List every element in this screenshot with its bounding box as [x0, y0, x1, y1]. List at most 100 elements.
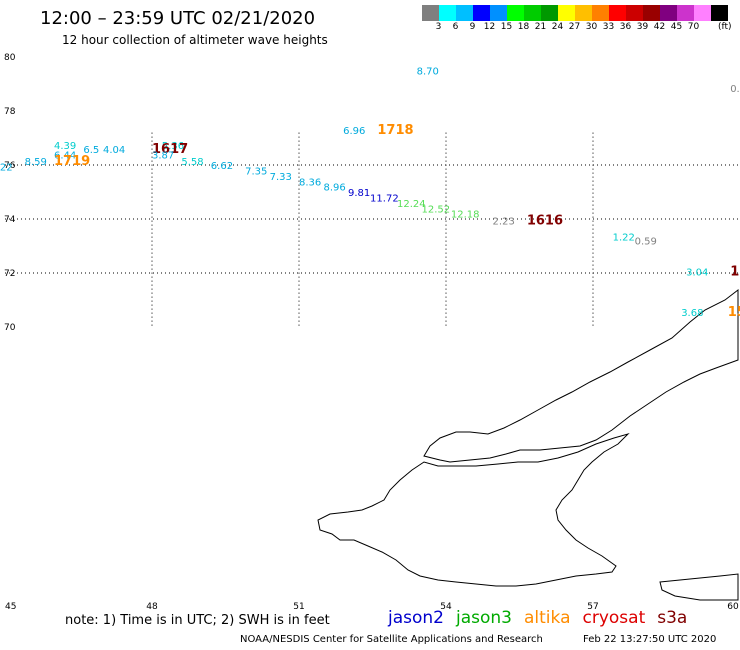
wave-height-value: 7.35: [245, 166, 267, 177]
wave-height-value: 5.58: [181, 157, 203, 168]
colorbar-swatch: [592, 5, 609, 21]
wave-height-value: 0.59: [730, 84, 740, 95]
pass-time-label: 1718: [377, 123, 413, 138]
longitude-tick-label: 51: [293, 602, 304, 612]
northern-island: [423, 288, 739, 463]
pass-time-label: 154: [728, 305, 740, 320]
colorbar-swatch: [643, 5, 660, 21]
satellite-legend-jason3: jason3: [456, 608, 512, 628]
colorbar-label: 36: [619, 22, 632, 32]
wave-height-value: 12.52: [422, 204, 451, 215]
wave-height-value: 8.22: [0, 162, 13, 173]
wave-height-value: 9.81: [348, 188, 370, 199]
satellite-legend-s3a: s3a: [657, 608, 688, 628]
wave-height-value: 6.96: [343, 126, 365, 137]
wave-height-value: 4.04: [103, 145, 125, 156]
pass-time-label: 1617: [152, 142, 188, 157]
latitude-tick-label: 80: [4, 53, 16, 63]
map-title: 12:00 – 23:59 UTC 02/21/2020: [40, 8, 316, 29]
wave-height-value: 6.62: [211, 161, 233, 172]
colorbar-swatch: [626, 5, 643, 21]
colorbar-swatch: [660, 5, 677, 21]
colorbar-label: 39: [636, 22, 649, 32]
colorbar-label: 30: [585, 22, 598, 32]
wave-height-observations: 8.70 0.59 6.96 1718 4.39 5.36 6.5 4.04 1617 6.44 3…: [0, 67, 740, 321]
colorbar-label: 12: [483, 22, 496, 32]
latitude-tick-label: 72: [4, 269, 15, 279]
colorbar-label: 15: [500, 22, 513, 32]
colorbar-label: 33: [602, 22, 615, 32]
wave-height-value: 12.18: [451, 210, 480, 221]
wave-height-value: 8.36: [299, 177, 321, 188]
map-subtitle: 12 hour collection of altimeter wave hei…: [62, 33, 328, 47]
satellite-legend-altika: altika: [524, 608, 571, 628]
longitude-tick-label: 48: [146, 602, 158, 612]
colorbar-label: 42: [653, 22, 666, 32]
wave-height-value: 3.87: [152, 150, 174, 161]
wave-height-colorbar: [422, 5, 728, 21]
colorbar-swatch: [507, 5, 524, 21]
wave-height-value: 0.59: [635, 237, 657, 248]
southern-island: [317, 432, 630, 587]
wave-height-value: 8.59: [25, 157, 47, 168]
latitude-tick-label: 78: [4, 107, 16, 117]
colorbar-swatch: [473, 5, 490, 21]
wave-height-value: 12.24: [397, 199, 426, 210]
wave-height-value: 6.44: [54, 150, 76, 161]
colorbar-swatch: [677, 5, 694, 21]
axis-tick-labels: 45 48 51 54 57 60 80 78 76 74 72 70: [4, 53, 739, 612]
wave-height-value: 3.04: [686, 268, 708, 279]
longitude-tick-label: 57: [587, 602, 598, 612]
colorbar-label: 27: [568, 22, 581, 32]
wave-height-value: 11.72: [370, 193, 399, 204]
longitude-tick-label: 54: [440, 602, 452, 612]
colorbar-label: 18: [517, 22, 530, 32]
colorbar-swatch: [558, 5, 575, 21]
colorbar-swatch: [439, 5, 456, 21]
colorbar-swatch: [694, 5, 711, 21]
wave-height-value: 4.39: [54, 141, 76, 152]
latitude-tick-label: 70: [4, 323, 16, 333]
satellite-legend-jason2: jason2: [388, 608, 444, 628]
vaygach-coast: [659, 573, 739, 601]
satellite-legend: jason2 jason3 altika cryosat s3a: [388, 608, 699, 628]
colorbar-swatch: [541, 5, 558, 21]
wave-height-value: 3.68: [681, 308, 703, 319]
colorbar-label: 24: [551, 22, 564, 32]
colorbar-label: 21: [534, 22, 547, 32]
colorbar-swatch: [490, 5, 507, 21]
wave-height-value: 6.5: [83, 145, 99, 156]
colorbar-swatch: [711, 5, 728, 21]
credit-line: NOAA/NESDIS Center for Satellite Applica…: [240, 634, 543, 645]
wave-height-value: 2.23: [493, 216, 515, 227]
longitude-tick-label: 60: [727, 602, 739, 612]
pass-time-label: 161: [730, 265, 740, 280]
colorbar-swatch: [575, 5, 592, 21]
pass-time-label: 1719: [54, 154, 90, 169]
colorbar-swatch: [609, 5, 626, 21]
colorbar-label: 45: [670, 22, 683, 32]
latitude-tick-label: 76: [4, 161, 16, 171]
pass-time-label: 1616: [527, 213, 563, 228]
colorbar-swatch: [524, 5, 541, 21]
colorbar-unit: (ft): [718, 22, 732, 32]
colorbar-label: 3: [435, 22, 442, 32]
colorbar-label: 6: [452, 22, 459, 32]
lat-lon-grid: [5, 132, 740, 327]
latitude-tick-label: 74: [4, 215, 16, 225]
wave-height-value: 8.96: [324, 183, 346, 194]
coastline-land: [317, 288, 739, 601]
wave-height-value: 5.36: [162, 141, 184, 152]
wave-height-value: 7.33: [270, 172, 292, 183]
colorbar-swatch: [456, 5, 473, 21]
colorbar-label: 9: [469, 22, 476, 32]
satellite-legend-cryosat: cryosat: [582, 608, 646, 628]
colorbar-label: 70: [687, 22, 700, 32]
colorbar-swatch: [422, 5, 439, 21]
wave-height-value: 8.70: [417, 67, 439, 78]
units-note: note: 1) Time is in UTC; 2) SWH is in fe…: [65, 613, 330, 628]
longitude-tick-label: 45: [5, 602, 16, 612]
wave-height-value: 1.22: [613, 233, 635, 244]
generated-timestamp: Feb 22 13:27:50 UTC 2020: [583, 634, 717, 645]
